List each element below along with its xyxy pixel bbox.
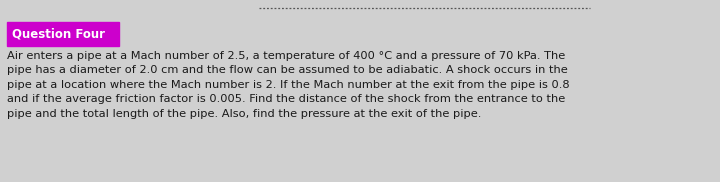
Text: Air enters a pipe at a Mach number of 2.5, a temperature of 400 °C and a pressur: Air enters a pipe at a Mach number of 2.… <box>7 51 570 118</box>
FancyBboxPatch shape <box>7 22 119 46</box>
Text: Question Four: Question Four <box>12 28 104 41</box>
